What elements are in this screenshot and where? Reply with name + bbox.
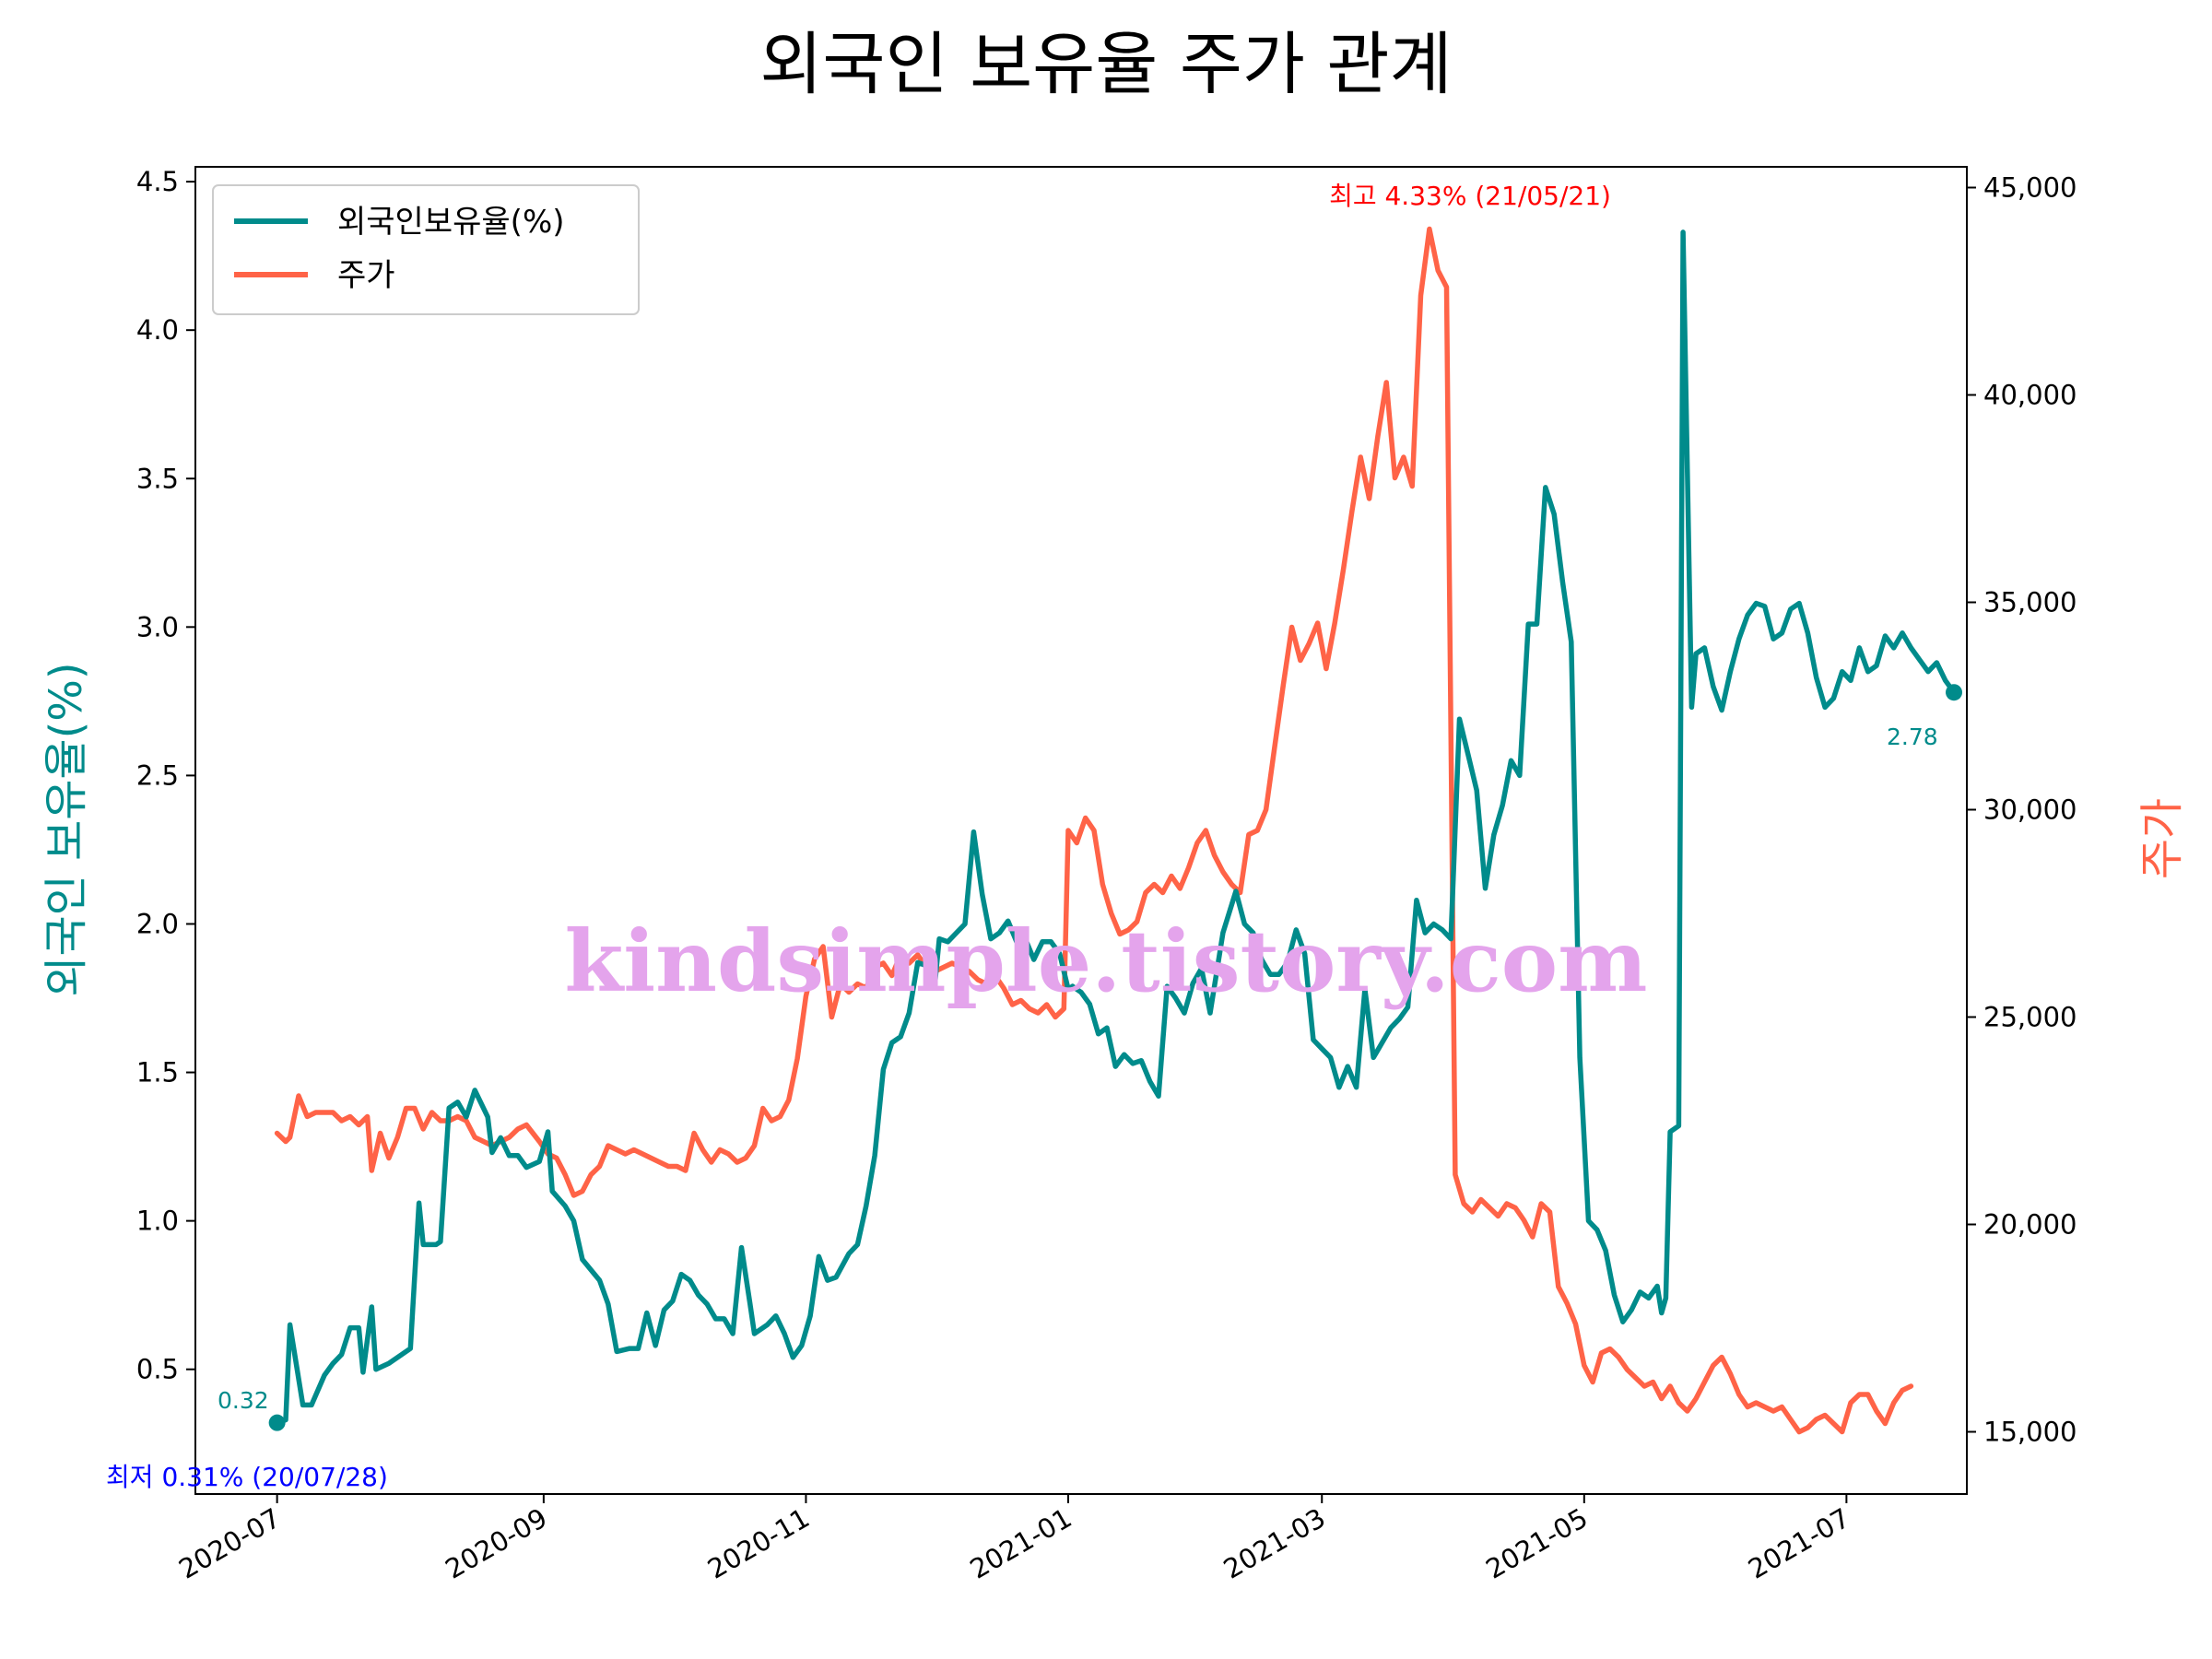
- series-line-price: [274, 226, 1914, 1435]
- left-y-tick-label: 4.5: [136, 166, 179, 197]
- left-y-tick-label: 3.5: [136, 463, 179, 494]
- right-y-tick-label: 30,000: [1983, 794, 2077, 826]
- right-y-tick-label: 35,000: [1983, 587, 2077, 618]
- end-point-marker: [1946, 684, 1963, 701]
- left-y-tick-label: 1.5: [136, 1057, 179, 1088]
- right-y-axis-ticks: 15,000 20,000 25,000 30,000 35,000 40,000 45,0…: [1967, 172, 2077, 1448]
- plot-frame: [194, 166, 1968, 1495]
- legend-box: [212, 184, 640, 315]
- series-layer: [268, 226, 1963, 1435]
- right-y-tick-label: 40,000: [1983, 380, 2077, 411]
- min-annotation: 최저 0.31% (20/07/28): [106, 1462, 388, 1492]
- right-y-tick-label: 25,000: [1983, 1002, 2077, 1033]
- right-y-tick-label: 20,000: [1983, 1209, 2077, 1241]
- legend-label-price: 주가: [337, 257, 395, 294]
- left-y-axis-ticks: 0.5 1.0 1.5 2.0 2.5 3.0 3.5 4.0 4.5: [136, 166, 195, 1385]
- start-value-label: 0.32: [218, 1387, 269, 1414]
- right-y-tick-label: 45,000: [1983, 172, 2077, 204]
- max-annotation: 최고 4.33% (21/05/21): [1329, 181, 1611, 211]
- left-y-tick-label: 1.0: [136, 1206, 179, 1237]
- end-value-label: 2.78: [1887, 724, 1938, 750]
- min-annotation-prefix: 최저: [106, 1462, 154, 1492]
- left-y-tick-label: 4.0: [136, 314, 179, 346]
- left-y-tick-label: 2.0: [136, 908, 179, 939]
- left-y-tick-label: 2.5: [136, 759, 179, 791]
- watermark: kindsimple.tistory.com: [564, 912, 1647, 1011]
- left-y-tick-label: 3.0: [136, 611, 179, 642]
- right-y-axis-title: 주가: [2136, 798, 2188, 879]
- left-y-axis-title: 외국인 보유율(%): [41, 662, 92, 996]
- start-point-marker: [268, 1414, 286, 1431]
- legend: 외국인보유율(%) 주가: [212, 184, 640, 315]
- right-y-tick-label: 15,000: [1983, 1417, 2077, 1448]
- legend-label-foreign: 외국인보유율(%): [337, 204, 565, 241]
- series-line-foreign-ratio: [274, 229, 1957, 1426]
- chart-title: 외국인 보유율 주가 관계: [759, 25, 1452, 104]
- left-y-tick-label: 0.5: [136, 1354, 179, 1385]
- min-annotation-value: 0.31% (20/07/28): [161, 1462, 387, 1492]
